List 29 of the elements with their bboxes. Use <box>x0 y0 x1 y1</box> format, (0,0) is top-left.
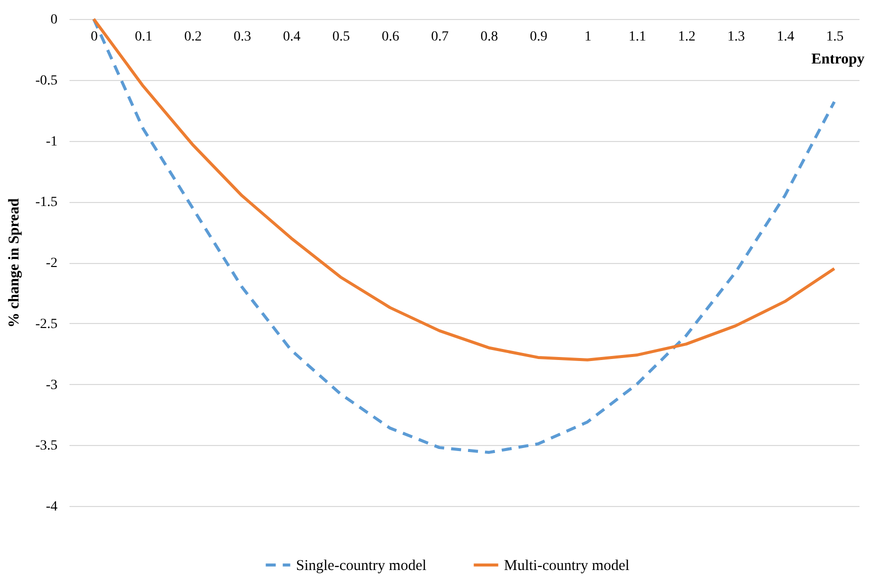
x-tick-label: 0.5 <box>332 30 350 44</box>
x-tick-label: 0.9 <box>530 30 548 44</box>
y-tick-label: -2 <box>46 256 58 271</box>
x-tick-label: 0.2 <box>184 30 202 44</box>
y-tick-label: -3 <box>46 378 58 393</box>
x-tick-label: 0.7 <box>431 30 449 44</box>
legend-label: Single-country model <box>296 558 426 574</box>
x-axis-title: Entropy <box>811 52 865 68</box>
y-tick-label: 0 <box>50 12 58 28</box>
x-tick-label: 1.5 <box>826 30 844 44</box>
x-tick-label: 0.1 <box>134 30 152 44</box>
y-tick-label: -1 <box>46 134 58 150</box>
x-tick-label: 1.4 <box>776 30 794 44</box>
x-tick-label: 1.2 <box>678 30 696 44</box>
x-tick-label: 1.1 <box>628 30 646 44</box>
x-tick-label: 1.3 <box>727 30 745 44</box>
x-tick-label: 1 <box>584 30 592 44</box>
x-tick-label: 0.3 <box>234 30 252 44</box>
y-tick-label: -1.5 <box>35 195 58 210</box>
y-tick-label: -0.5 <box>35 73 58 88</box>
y-axis-title: % change in Spread <box>6 198 22 328</box>
y-tick-label: -3.5 <box>35 438 58 454</box>
y-tick-label: -2.5 <box>35 316 58 332</box>
x-tick-label: 0.4 <box>282 30 300 44</box>
legend-label: Multi-country model <box>504 558 630 574</box>
x-tick-label: 0 <box>90 30 98 44</box>
x-tick-label: 0.8 <box>480 30 498 44</box>
x-tick-label: 0.6 <box>382 30 400 44</box>
y-tick-label: -4 <box>46 500 58 514</box>
